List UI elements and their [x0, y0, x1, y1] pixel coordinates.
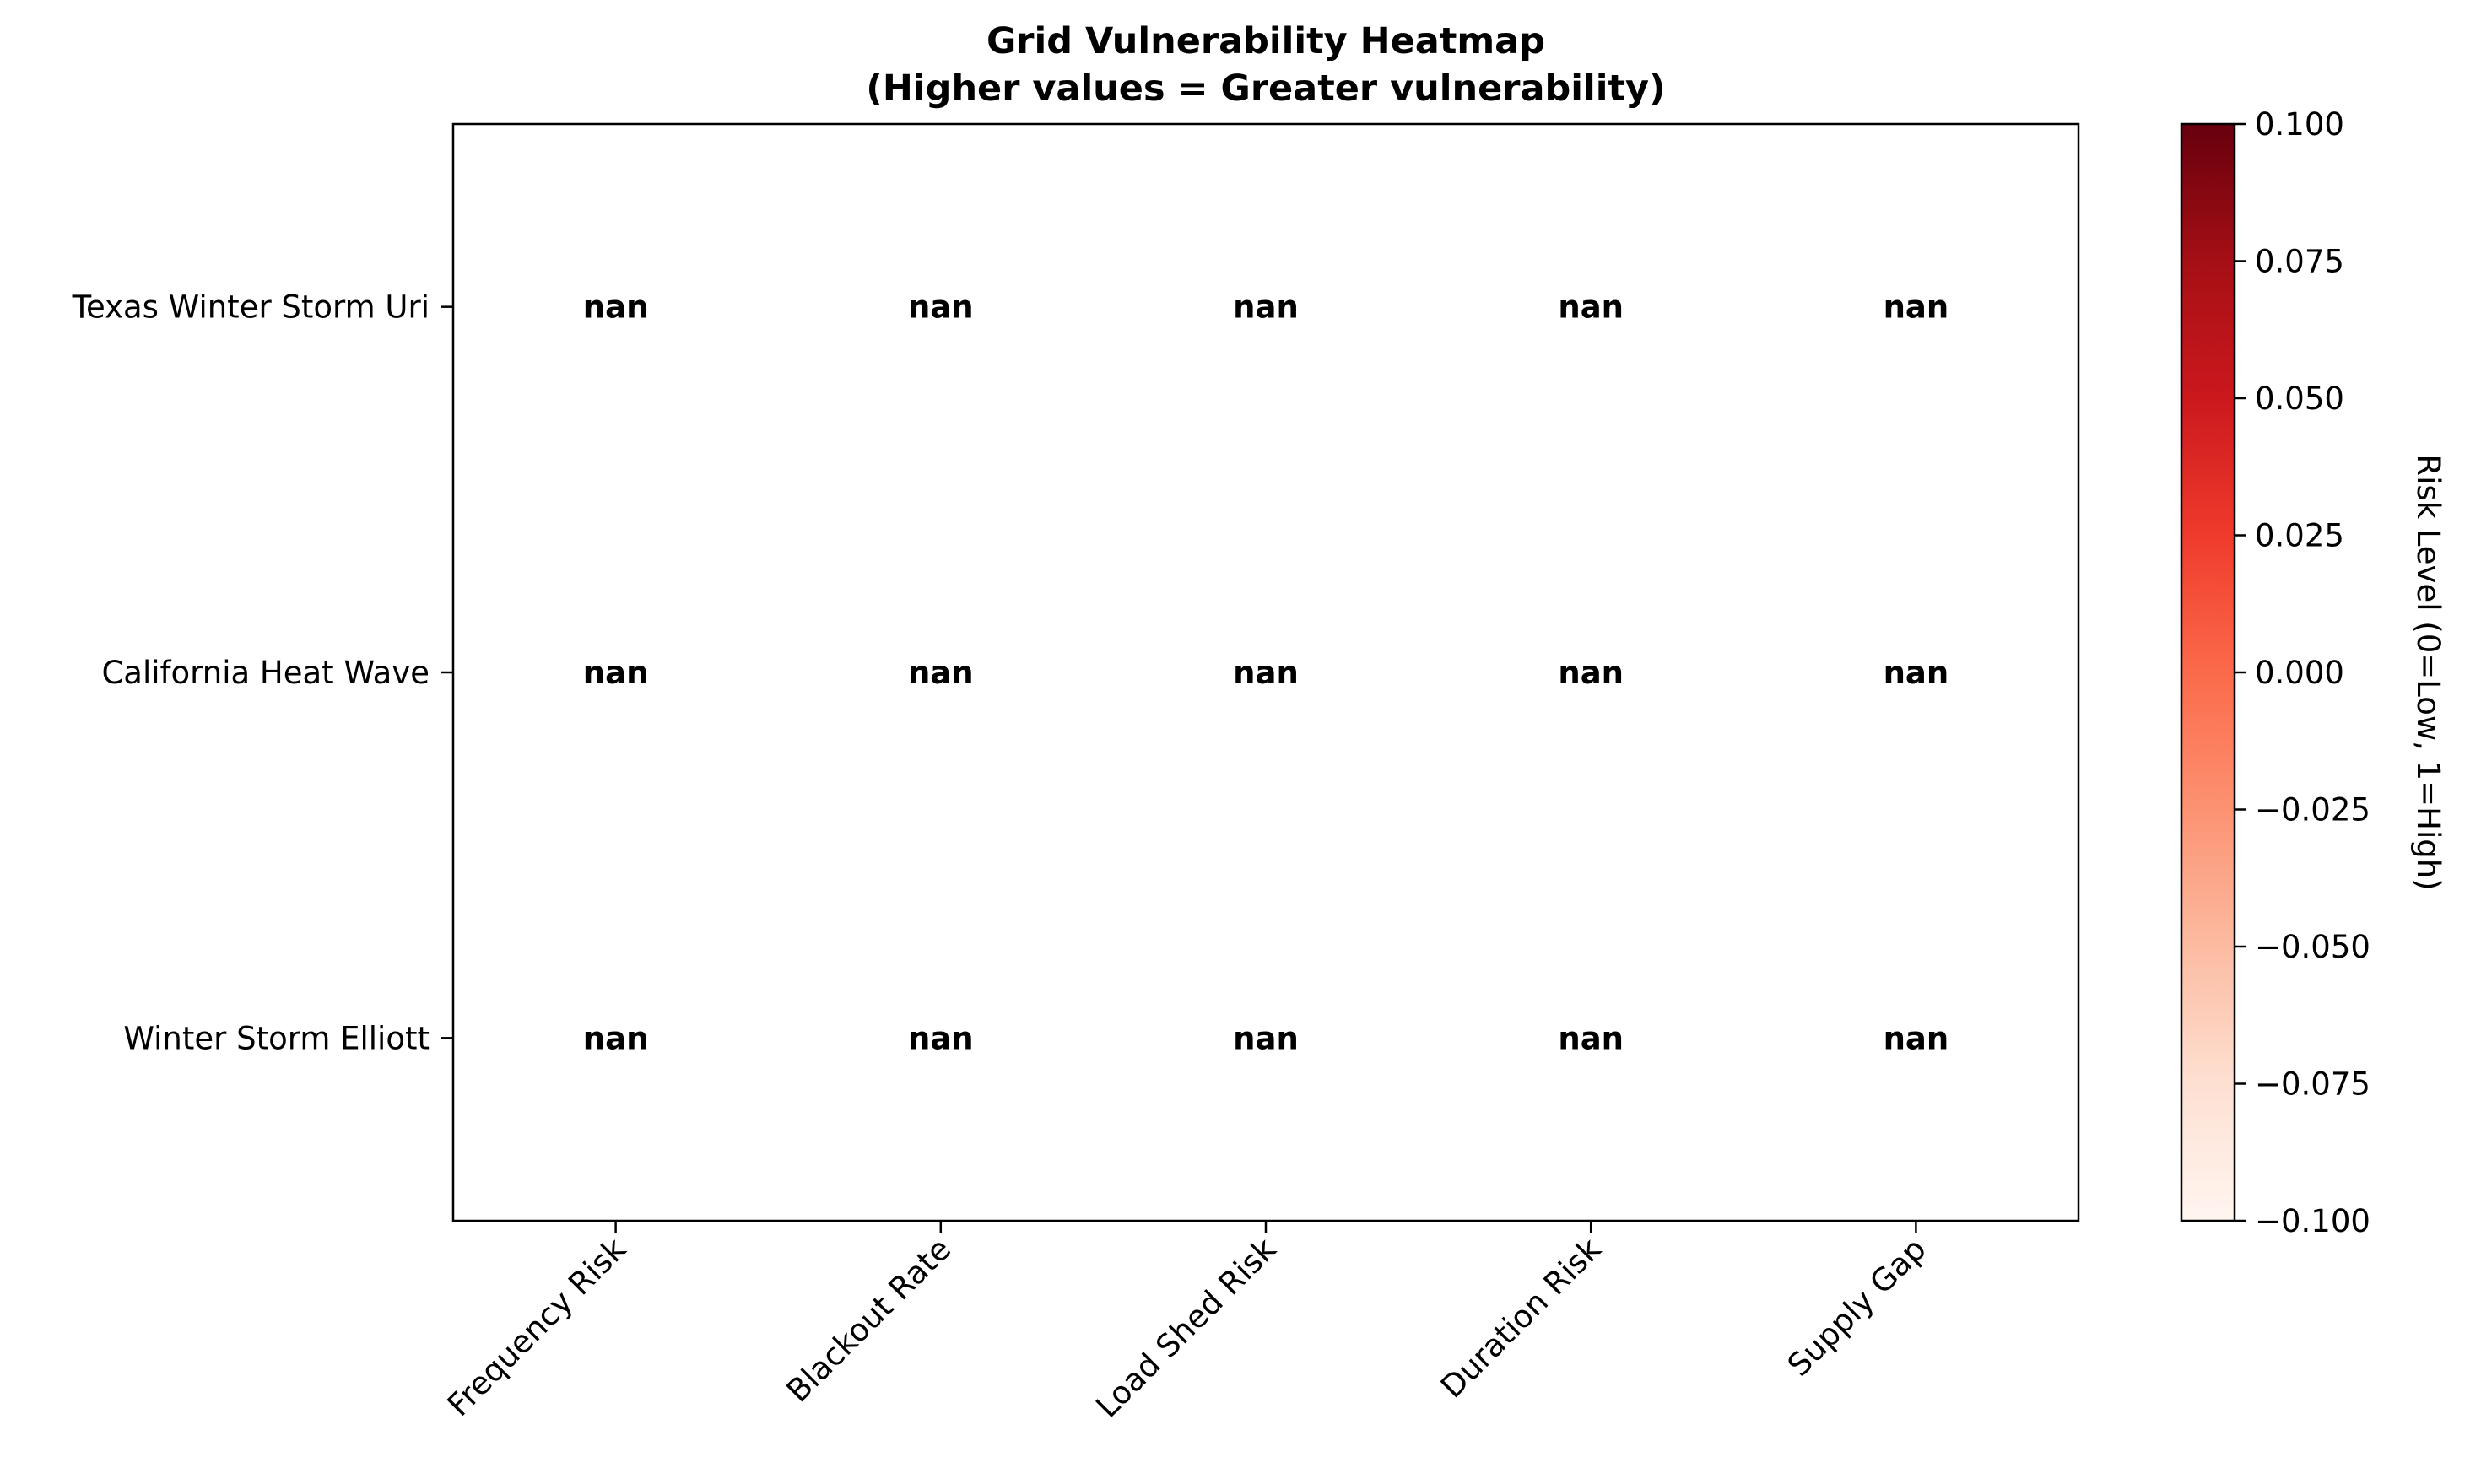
cell-value-label: nan: [583, 1020, 649, 1056]
colorbar-tick-label: 0.025: [2255, 518, 2344, 554]
colorbar-tick-label: −0.025: [2255, 792, 2370, 828]
cell-value-label: nan: [908, 1020, 974, 1056]
cell-value-label: nan: [908, 289, 974, 326]
x-tick-label: Blackout Rate: [780, 1231, 958, 1409]
x-axis: Frequency Risk Blackout Rate Load Shed Ris…: [441, 1221, 1933, 1425]
colorbar-tick-label: −0.100: [2255, 1203, 2370, 1239]
x-tick-label: Duration Risk: [1434, 1231, 1608, 1406]
x-tick-label: Supply Gap: [1781, 1231, 1933, 1384]
x-tick-label: Frequency Risk: [441, 1231, 634, 1424]
y-tick-label: California Heat Wave: [101, 655, 430, 691]
cell-value-label: nan: [1884, 289, 1949, 326]
plot-area: [451, 122, 2080, 1222]
cell-value-label: nan: [1884, 1020, 1949, 1056]
cell-value-label: nan: [1233, 1020, 1299, 1056]
cell-value-label: nan: [583, 655, 649, 691]
heatmap-cells: nan nan nan nan nan nan nan nan nan nan nan nan nan n…: [583, 289, 1949, 1057]
colorbar-tick-label: 0.100: [2255, 106, 2344, 143]
colorbar-tick-label: 0.000: [2255, 655, 2344, 691]
chart-subtitle: (Higher values = Greater vulnerability): [866, 67, 1665, 110]
cell-value-label: nan: [908, 655, 974, 691]
cell-value-label: nan: [1233, 655, 1299, 691]
cell-value-label: nan: [1558, 289, 1624, 326]
y-tick-label: Texas Winter Storm Uri: [72, 289, 430, 326]
chart-title: Grid Vulnerability Heatmap: [986, 20, 1545, 62]
colorbar: [2180, 122, 2236, 1222]
cell-value-label: nan: [1558, 1020, 1624, 1056]
y-tick-label: Winter Storm Elliott: [123, 1020, 430, 1056]
cell-value-label: nan: [1558, 655, 1624, 691]
colorbar-tick-label: −0.050: [2255, 929, 2370, 965]
colorbar-ticks: 0.100 0.075 0.050 0.025 0.000 −0.025 −0.050 −0.…: [2235, 106, 2370, 1239]
colorbar-tick-label: 0.050: [2255, 380, 2344, 417]
colorbar-tick-label: 0.075: [2255, 244, 2344, 280]
cell-value-label: nan: [1884, 655, 1949, 691]
cell-value-label: nan: [583, 289, 649, 326]
y-axis: Texas Winter Storm Uri California Heat Wa…: [72, 289, 453, 1056]
cell-value-label: nan: [1233, 289, 1299, 326]
x-tick-label: Load Shed Risk: [1089, 1231, 1283, 1425]
colorbar-tick-label: −0.075: [2255, 1066, 2370, 1103]
colorbar-label: Risk Level (0=Low, 1=High): [2410, 454, 2446, 890]
